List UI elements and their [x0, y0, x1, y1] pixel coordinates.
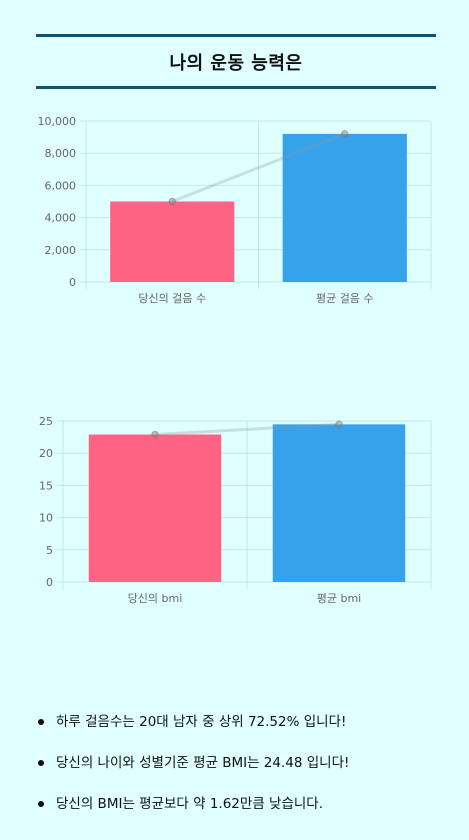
trend-point — [341, 130, 349, 138]
bar-average — [272, 424, 406, 582]
bmi-chart: 0 5 10 15 20 25 당신의 bmi 평균 bmi — [39, 415, 432, 605]
summary-item-steps-rank: 하루 걸음수는 20대 남자 중 상위 72.52% 입니다! — [36, 705, 461, 746]
bar-user — [110, 201, 235, 282]
page-title: 나의 운동 능력은 — [169, 52, 303, 74]
bullet-icon — [38, 801, 44, 807]
y-tick-label: 2,000 — [45, 244, 77, 257]
y-tick-label: 0 — [69, 276, 76, 289]
x-category-label: 당신의 걸음 수 — [138, 292, 206, 305]
summary-item-average-bmi: 당신의 나이와 성별기준 평균 BMI는 24.48 입니다! — [36, 746, 461, 787]
bar-user — [88, 434, 222, 582]
y-tick-label: 6,000 — [45, 179, 77, 192]
summary-list: 하루 걸음수는 20대 남자 중 상위 72.52% 입니다! 당신의 나이와 … — [36, 705, 461, 828]
y-tick-label: 0 — [46, 576, 53, 589]
bar-average — [282, 133, 407, 282]
x-category-label: 평균 걸음 수 — [316, 292, 374, 305]
summary-text: 당신의 나이와 성별기준 평균 BMI는 24.48 입니다! — [56, 755, 350, 771]
y-tick-label: 10,000 — [38, 115, 77, 128]
y-tick-label: 15 — [39, 479, 53, 492]
y-tick-label: 20 — [39, 447, 53, 460]
summary-item-bmi-difference: 당신의 BMI는 평균보다 약 1.62만큼 낮습니다. — [36, 787, 461, 828]
title-bar: 나의 운동 능력은 — [36, 34, 436, 89]
trend-point — [335, 420, 343, 429]
y-tick-label: 8,000 — [45, 147, 77, 160]
trend-point — [151, 430, 159, 439]
steps-chart: 0 2,000 4,000 6,000 8,000 10,000 당신의 걸음 수 평균 걸음… — [38, 115, 432, 305]
trend-line — [154, 422, 340, 437]
y-tick-label: 10 — [39, 512, 53, 525]
summary-text: 하루 걸음수는 20대 남자 중 상위 72.52% 입니다! — [56, 714, 347, 730]
trend-line — [171, 132, 346, 203]
summary-text: 당신의 BMI는 평균보다 약 1.62만큼 낮습니다. — [56, 796, 323, 812]
bullet-icon — [38, 760, 44, 766]
y-tick-label: 4,000 — [45, 212, 77, 225]
x-category-label: 당신의 bmi — [128, 592, 183, 605]
trend-point — [168, 197, 176, 206]
y-tick-label: 25 — [39, 415, 53, 428]
x-category-label: 평균 bmi — [317, 592, 362, 605]
y-tick-label: 5 — [46, 544, 53, 557]
bullet-icon — [38, 719, 44, 725]
